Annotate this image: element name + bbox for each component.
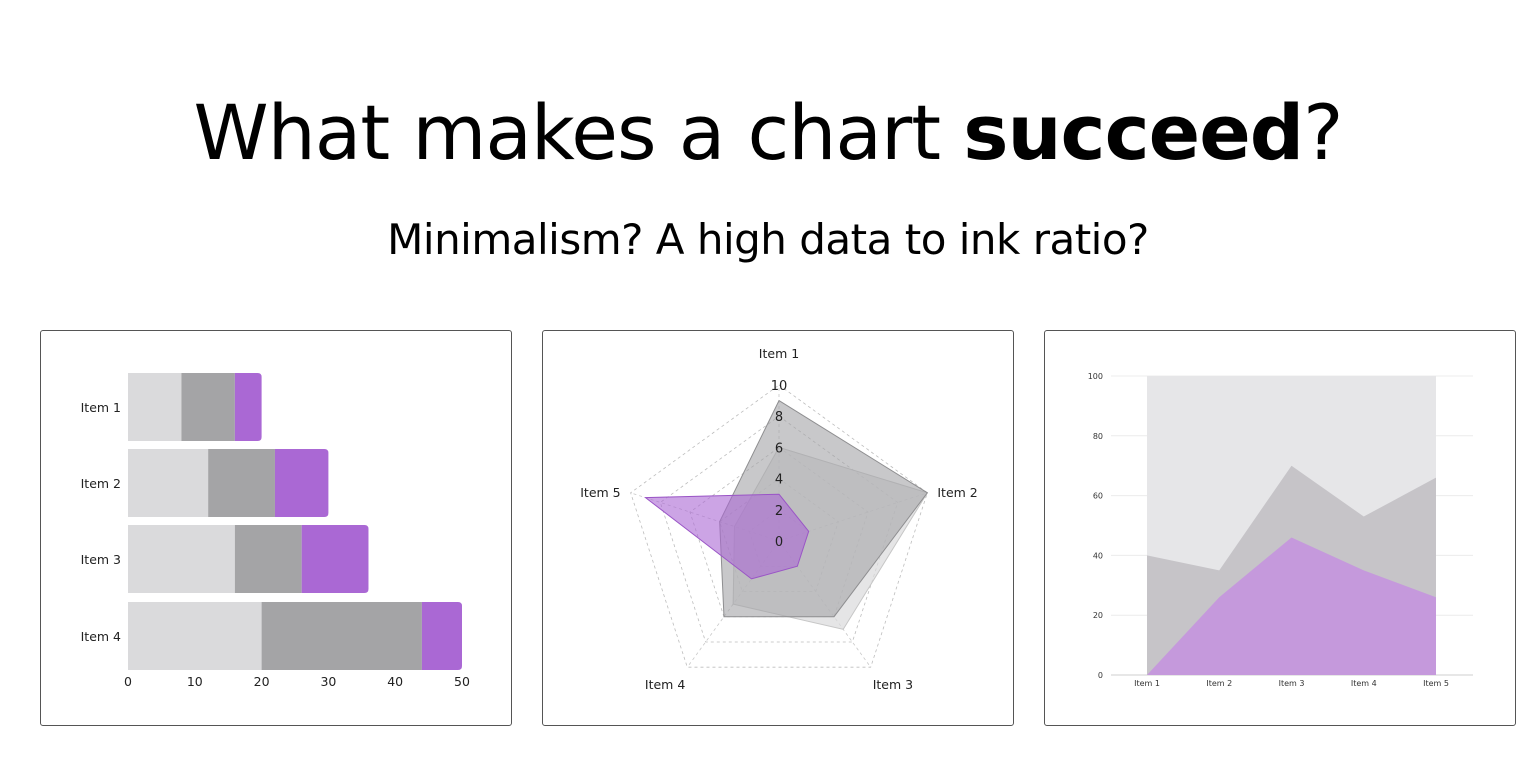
bar-segment <box>128 525 235 593</box>
bar-segment <box>234 525 302 593</box>
category-label: Item 4 <box>645 677 685 692</box>
bar-segment <box>128 449 209 517</box>
bar-segment <box>234 373 262 441</box>
y-tick-label: 100 <box>1088 372 1103 381</box>
category-label: Item 3 <box>81 552 121 567</box>
radial-tick-label: 4 <box>775 473 783 488</box>
bar-segment <box>301 525 369 593</box>
x-tick-label: 10 <box>187 674 203 689</box>
y-tick-label: 80 <box>1093 432 1103 441</box>
x-tick-label: 30 <box>320 674 336 689</box>
bar-segment <box>128 373 182 441</box>
title-bold: succeed <box>963 88 1304 177</box>
radial-tick-label: 10 <box>771 379 788 394</box>
x-tick-label: Item 5 <box>1423 679 1449 688</box>
radial-tick-label: 2 <box>775 504 783 519</box>
y-tick-label: 40 <box>1093 551 1103 560</box>
bar-segment <box>421 602 462 670</box>
x-tick-label: Item 2 <box>1206 679 1232 688</box>
category-label: Item 1 <box>81 400 121 415</box>
x-tick-label: Item 1 <box>1134 679 1160 688</box>
category-label: Item 4 <box>81 629 121 644</box>
page-title: What makes a chart succeed? <box>0 88 1536 178</box>
radial-tick-label: 6 <box>775 441 783 456</box>
radar-chart-panel: 0 2 4 6 8 10 Item 1 Item 2 Item 3 Item 4 Item 5 <box>542 330 1014 726</box>
category-label: Item 2 <box>81 476 121 491</box>
x-tick-label: Item 3 <box>1279 679 1305 688</box>
x-tick-label: 50 <box>454 674 470 689</box>
bar-segment <box>181 373 235 441</box>
bar-segment <box>261 602 422 670</box>
radar-series-area <box>644 493 810 580</box>
title-end: ? <box>1303 88 1343 177</box>
category-label: Item 2 <box>937 485 977 500</box>
y-tick-label: 60 <box>1093 492 1103 501</box>
x-tick-label: 20 <box>254 674 270 689</box>
area-chart: 0 20 40 60 80 100 Item 1 Item 2 Item 3 Item 4 Item… <box>1088 372 1473 688</box>
radar-grid-ring <box>630 384 928 668</box>
bar-segment <box>208 449 275 517</box>
radial-tick-label: 8 <box>775 410 783 425</box>
y-tick-label: 20 <box>1093 611 1103 620</box>
bar-segment <box>128 602 262 670</box>
area-series <box>1147 537 1436 675</box>
y-tick-label: 0 <box>1098 671 1103 680</box>
bar-segment <box>274 449 329 517</box>
radial-tick-label: 0 <box>775 535 783 550</box>
category-label: Item 5 <box>580 485 620 500</box>
stacked-bar-chart-panel: Item 1 Item 2 Item 3 Item 4 0 10 20 30 40 50 <box>40 330 512 726</box>
title-regular: What makes a chart <box>193 88 964 177</box>
page-subtitle: Minimalism? A high data to ink ratio? <box>387 215 1149 264</box>
radar-chart: 0 2 4 6 8 10 Item 1 Item 2 Item 3 Item 4 Item 5 <box>580 346 978 692</box>
x-tick-label: 40 <box>387 674 403 689</box>
stacked-bar-chart: Item 1 Item 2 Item 3 Item 4 0 10 20 30 40 50 <box>81 373 470 689</box>
x-tick-label: 0 <box>124 674 132 689</box>
category-label: Item 3 <box>873 677 913 692</box>
category-label: Item 1 <box>759 346 799 361</box>
x-tick-label: Item 4 <box>1351 679 1377 688</box>
area-chart-panel: 0 20 40 60 80 100 Item 1 Item 2 Item 3 Item 4 Item… <box>1044 330 1516 726</box>
